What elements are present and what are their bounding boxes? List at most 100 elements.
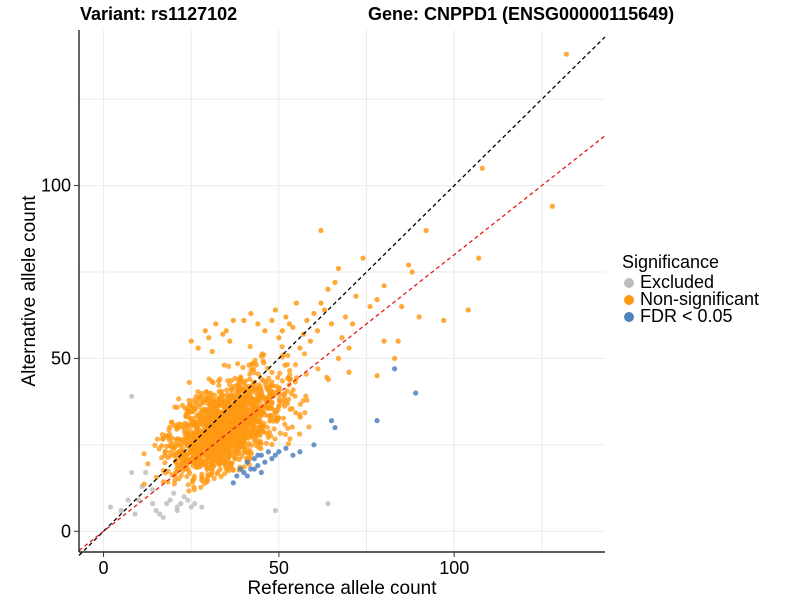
point-non-significant: [203, 436, 209, 442]
point-non-significant: [206, 335, 212, 341]
point-non-significant: [287, 436, 293, 442]
point-non-significant: [332, 279, 338, 285]
point-non-significant: [230, 317, 236, 323]
point-non-significant: [268, 433, 274, 439]
point-non-significant: [301, 351, 308, 357]
point-non-significant: [186, 423, 192, 430]
point-non-significant: [204, 466, 210, 473]
point-non-significant: [186, 401, 193, 407]
point-non-significant: [282, 421, 288, 427]
point-non-significant: [243, 384, 249, 390]
point-non-significant: [335, 265, 342, 272]
point-non-significant: [349, 321, 356, 327]
point-non-significant: [257, 406, 263, 412]
point-non-significant: [259, 351, 266, 357]
point-non-significant: [315, 366, 321, 372]
legend-key-excluded: [624, 277, 634, 288]
point-non-significant: [465, 307, 471, 313]
point-non-significant: [224, 413, 230, 419]
point-non-significant: [229, 418, 236, 424]
point-excluded: [181, 494, 187, 500]
point-fdr-0-05: [237, 466, 243, 472]
point-non-significant: [271, 426, 277, 432]
point-non-significant: [306, 424, 312, 430]
point-fdr-0-05: [255, 462, 261, 469]
point-non-significant: [339, 335, 345, 341]
point-fdr-0-05: [283, 445, 289, 451]
point-excluded: [185, 497, 191, 503]
point-non-significant: [254, 424, 260, 430]
point-non-significant: [205, 455, 212, 461]
legend-item-excluded: Excluded: [622, 273, 759, 291]
point-non-significant: [185, 467, 192, 473]
point-non-significant: [293, 300, 300, 306]
point-non-significant: [293, 410, 299, 416]
point-non-significant: [162, 460, 168, 466]
point-non-significant: [270, 418, 276, 424]
point-non-significant: [318, 227, 324, 234]
point-non-significant: [248, 442, 254, 448]
point-non-significant: [223, 328, 229, 334]
point-fdr-0-05: [262, 459, 268, 465]
point-non-significant: [221, 362, 227, 368]
point-non-significant: [374, 373, 380, 379]
point-non-significant: [229, 386, 235, 392]
point-non-significant: [255, 321, 261, 327]
point-non-significant: [251, 438, 257, 444]
point-non-significant: [235, 428, 241, 434]
point-excluded: [153, 507, 159, 514]
point-fdr-0-05: [297, 449, 303, 455]
point-non-significant: [188, 338, 194, 344]
point-non-significant: [269, 400, 275, 406]
point-non-significant: [289, 406, 295, 412]
point-non-significant: [227, 461, 234, 468]
point-non-significant: [208, 392, 214, 398]
point-non-significant: [190, 397, 196, 404]
point-non-significant: [188, 458, 195, 464]
point-non-significant: [304, 397, 310, 403]
point-non-significant: [191, 431, 197, 437]
point-non-significant: [267, 392, 273, 398]
point-fdr-0-05: [230, 480, 236, 486]
point-non-significant: [250, 387, 256, 393]
point-non-significant: [192, 405, 198, 412]
point-non-significant: [243, 433, 249, 440]
point-non-significant: [262, 328, 268, 334]
point-non-significant: [167, 437, 173, 443]
point-non-significant: [240, 444, 246, 450]
point-non-significant: [247, 371, 253, 377]
point-non-significant: [220, 331, 226, 337]
point-non-significant: [269, 317, 275, 323]
point-non-significant: [206, 376, 212, 382]
point-non-significant: [476, 255, 482, 261]
chart-title-variant: Variant: rs1127102: [80, 4, 238, 24]
point-non-significant: [251, 418, 257, 424]
chart-title-gene: Gene: CNPPD1 (ENSG00000115649): [368, 4, 675, 24]
point-non-significant: [276, 403, 282, 409]
point-excluded: [188, 504, 194, 510]
point-non-significant: [204, 408, 210, 414]
point-non-significant: [201, 480, 208, 487]
point-non-significant: [395, 338, 401, 344]
point-non-significant: [239, 453, 245, 459]
point-non-significant: [194, 464, 200, 470]
point-fdr-0-05: [241, 469, 247, 476]
point-non-significant: [325, 286, 331, 292]
point-non-significant: [245, 423, 251, 430]
point-non-significant: [209, 348, 215, 355]
point-fdr-0-05: [392, 366, 398, 372]
x-tick-label: 0: [99, 558, 109, 578]
point-non-significant: [283, 314, 289, 320]
point-non-significant: [314, 328, 321, 334]
point-non-significant: [200, 408, 206, 414]
point-non-significant: [207, 401, 213, 408]
y-tick-label: 100: [41, 176, 71, 196]
point-non-significant: [209, 450, 215, 456]
point-non-significant: [224, 387, 230, 393]
point-non-significant: [284, 361, 290, 368]
point-non-significant: [245, 388, 251, 394]
point-non-significant: [215, 401, 221, 408]
point-non-significant: [269, 383, 276, 389]
point-non-significant: [190, 419, 197, 425]
point-non-significant: [328, 321, 335, 327]
